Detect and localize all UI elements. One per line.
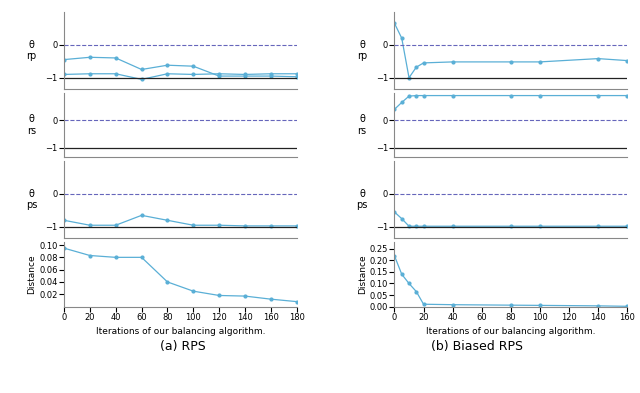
X-axis label: Iterations of our balancing algorithm.: Iterations of our balancing algorithm. (426, 327, 596, 336)
Y-axis label: θ
rp: θ rp (26, 40, 36, 61)
Text: (a) RPS: (a) RPS (159, 340, 205, 353)
Y-axis label: θ
rs: θ rs (27, 114, 36, 136)
Y-axis label: θ
ps: θ ps (356, 189, 368, 211)
Text: (b) Biased RPS: (b) Biased RPS (431, 340, 523, 353)
Y-axis label: Distance: Distance (358, 254, 367, 294)
Y-axis label: θ
rs: θ rs (358, 114, 367, 136)
X-axis label: Iterations of our balancing algorithm.: Iterations of our balancing algorithm. (95, 327, 265, 336)
Y-axis label: θ
rp: θ rp (357, 40, 367, 61)
Y-axis label: Distance: Distance (28, 254, 36, 294)
Y-axis label: θ
ps: θ ps (26, 189, 37, 211)
